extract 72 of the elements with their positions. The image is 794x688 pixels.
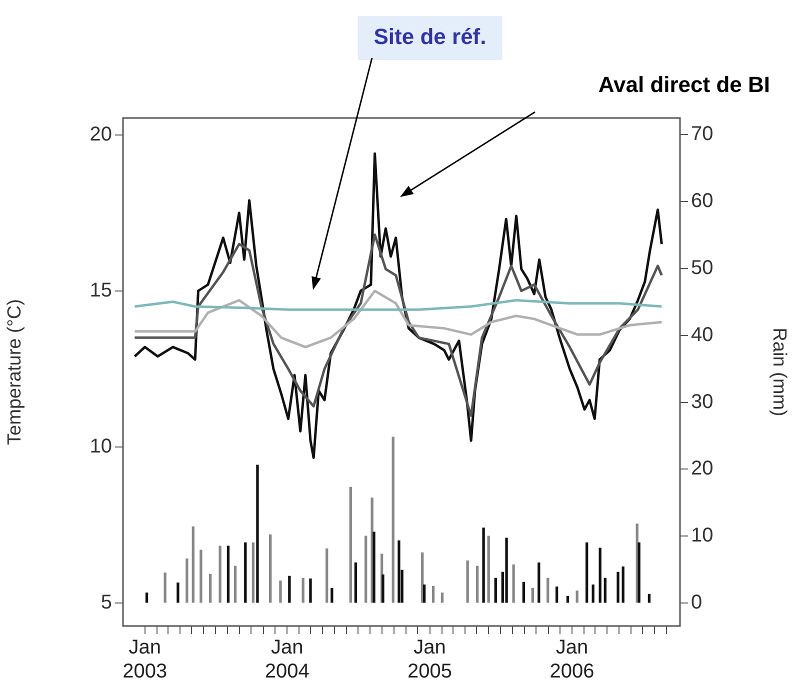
y-axis-title: Temperature (°C) xyxy=(4,299,26,445)
bar xyxy=(398,540,400,603)
bar xyxy=(598,548,602,603)
text: Aval direct de BI xyxy=(598,72,770,98)
y2-tick-label: 0 xyxy=(691,591,702,614)
bar xyxy=(586,542,588,603)
bar xyxy=(604,578,606,603)
bar xyxy=(638,542,640,603)
y2-tick-label: 60 xyxy=(691,190,714,212)
bar xyxy=(522,582,526,603)
x-tick-label: Jan 2003 xyxy=(122,636,168,683)
y-tick-label: 15 xyxy=(90,279,112,302)
text: Site de réf. xyxy=(374,24,486,50)
bar xyxy=(372,532,376,603)
bar xyxy=(288,576,291,603)
bar xyxy=(208,574,212,603)
bar xyxy=(648,594,651,603)
y2-tick-label: 40 xyxy=(691,324,714,346)
bar xyxy=(466,560,469,603)
bar xyxy=(256,464,259,603)
bar xyxy=(616,572,620,603)
bar xyxy=(432,586,435,603)
bar xyxy=(512,564,515,603)
bar xyxy=(244,542,247,603)
bar xyxy=(538,562,540,603)
bar xyxy=(145,592,148,603)
bar xyxy=(392,436,394,603)
bar xyxy=(364,536,368,603)
bar xyxy=(556,586,558,603)
y2-tick-label: 30 xyxy=(691,390,714,413)
bar xyxy=(218,546,222,603)
bar xyxy=(592,584,594,603)
y2-tick-label: 50 xyxy=(691,257,714,280)
bar xyxy=(566,596,570,603)
x-tick-label: Jan 2005 xyxy=(408,636,452,683)
y2-tick-label: 10 xyxy=(691,524,714,547)
bar xyxy=(576,590,578,603)
x-tick-label: Jan 2006 xyxy=(550,636,594,683)
y2-tick-label: 70 xyxy=(691,123,714,146)
bar xyxy=(349,486,352,603)
bar xyxy=(192,526,194,603)
bar xyxy=(487,536,490,603)
bar xyxy=(302,578,304,603)
y2-tick-label: 20 xyxy=(691,458,714,480)
bar xyxy=(252,542,255,603)
bar xyxy=(382,574,384,603)
bar xyxy=(309,578,312,603)
x-tick-label: Jan 2004 xyxy=(264,636,310,683)
bar xyxy=(482,528,485,603)
y-tick-label: 10 xyxy=(90,435,112,458)
bar xyxy=(422,584,426,603)
bar xyxy=(440,592,444,603)
y-tick-label: 20 xyxy=(90,123,112,146)
bar xyxy=(494,578,497,603)
y2-axis-title: Rain (mm) xyxy=(768,328,790,416)
bar xyxy=(226,546,230,603)
bar xyxy=(354,562,358,603)
bar xyxy=(164,572,166,603)
bar xyxy=(176,582,180,603)
bar xyxy=(546,578,550,603)
bar xyxy=(505,538,508,603)
y-tick-label: 5 xyxy=(100,591,112,614)
bar xyxy=(622,566,624,603)
bar xyxy=(531,588,534,603)
bar xyxy=(269,534,272,603)
bar xyxy=(186,558,188,603)
bar xyxy=(200,550,202,603)
bar xyxy=(476,566,479,603)
bar xyxy=(234,566,237,603)
bar xyxy=(326,548,328,603)
bar xyxy=(279,580,282,603)
bar xyxy=(330,588,334,603)
